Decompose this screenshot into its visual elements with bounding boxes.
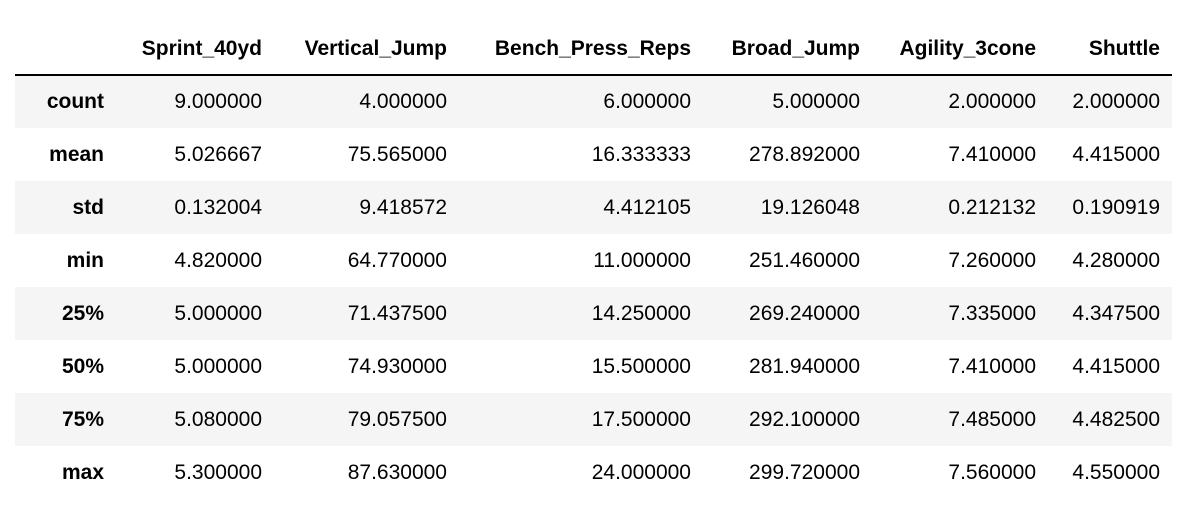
table-cell: 5.000000 — [772, 90, 860, 113]
table-cell: 7.485000 — [948, 407, 1036, 431]
table-cell: 251.460000 — [749, 248, 860, 272]
table-cell: 4.000000 — [359, 90, 447, 113]
column-header-broad-jump: Broad_Jump — [731, 36, 860, 60]
table-header: Sprint_40yd Vertical_Jump Bench_Press_Re… — [15, 23, 1172, 75]
row-label: 25% — [61, 301, 104, 325]
table-cell: 4.550000 — [1072, 460, 1160, 484]
table-body: count 9.000000 4.000000 6.000000 5.00000… — [15, 75, 1172, 499]
table-cell: 7.260000 — [948, 248, 1036, 272]
table-cell: 7.335000 — [948, 301, 1036, 325]
table-cell: 292.100000 — [749, 407, 860, 431]
table-row-75-percent: 75% 5.080000 79.057500 17.500000 292.100… — [15, 393, 1172, 446]
table-cell: 4.412105 — [603, 195, 691, 219]
table-cell: 4.820000 — [174, 248, 262, 272]
table-cell: 19.126048 — [760, 195, 860, 219]
table-cell: 0.190919 — [1072, 195, 1160, 219]
table-row-max: max 5.300000 87.630000 24.000000 299.720… — [15, 446, 1172, 499]
column-header-vertical-jump: Vertical_Jump — [304, 36, 447, 60]
table-cell: 278.892000 — [749, 142, 860, 166]
table-cell: 75.565000 — [347, 142, 447, 166]
table-cell: 87.630000 — [347, 460, 447, 484]
table-row-min: min 4.820000 64.770000 11.000000 251.460… — [15, 234, 1172, 287]
table-cell: 5.080000 — [174, 407, 262, 431]
table-cell: 4.415000 — [1072, 354, 1160, 378]
column-header-agility-3cone: Agility_3cone — [899, 36, 1036, 60]
header-row: Sprint_40yd Vertical_Jump Bench_Press_Re… — [15, 23, 1172, 75]
table-cell: 11.000000 — [593, 248, 691, 272]
table-cell: 5.026667 — [174, 142, 262, 166]
row-label: std — [72, 195, 105, 219]
dataframe-table: Sprint_40yd Vertical_Jump Bench_Press_Re… — [15, 23, 1172, 499]
table-cell: 2.000000 — [948, 90, 1036, 113]
row-label: 50% — [61, 354, 104, 378]
table-cell: 299.720000 — [749, 460, 860, 484]
column-header-bench-press-reps: Bench_Press_Reps — [494, 36, 691, 60]
column-header-sprint-40yd: Sprint_40yd — [141, 36, 262, 60]
describe-output: Sprint_40yd Vertical_Jump Bench_Press_Re… — [15, 23, 1172, 499]
row-label: max — [61, 460, 104, 484]
table-cell: 0.212132 — [948, 195, 1036, 219]
table-cell: 17.500000 — [591, 407, 691, 431]
table-cell: 7.410000 — [948, 354, 1036, 378]
table-cell: 16.333333 — [591, 142, 691, 166]
column-header-shuttle: Shuttle — [1088, 36, 1160, 60]
table-cell: 74.930000 — [347, 354, 447, 378]
table-cell: 64.770000 — [347, 248, 447, 272]
table-cell: 2.000000 — [1072, 90, 1160, 113]
table-cell: 4.280000 — [1072, 248, 1160, 272]
table-cell: 15.500000 — [591, 354, 691, 378]
table-cell: 5.300000 — [174, 460, 262, 484]
table-row-50-percent: 50% 5.000000 74.930000 15.500000 281.940… — [15, 340, 1172, 393]
table-cell: 281.940000 — [749, 354, 860, 378]
table-cell: 0.132004 — [174, 195, 262, 219]
row-label: count — [46, 90, 104, 113]
row-label: mean — [49, 142, 104, 166]
table-cell: 4.482500 — [1072, 407, 1160, 431]
row-label: min — [66, 248, 104, 272]
table-row-std: std 0.132004 9.418572 4.412105 19.126048… — [15, 181, 1172, 234]
table-cell: 269.240000 — [749, 301, 860, 325]
table-cell: 7.410000 — [948, 142, 1036, 166]
table-cell: 71.437500 — [347, 301, 447, 325]
table-cell: 79.057500 — [347, 407, 447, 431]
table-cell: 24.000000 — [591, 460, 691, 484]
table-cell: 4.415000 — [1072, 142, 1160, 166]
table-cell: 9.000000 — [174, 90, 262, 113]
table-cell: 4.347500 — [1072, 301, 1160, 325]
table-row-25-percent: 25% 5.000000 71.437500 14.250000 269.240… — [15, 287, 1172, 340]
table-cell: 7.560000 — [948, 460, 1036, 484]
table-row-count: count 9.000000 4.000000 6.000000 5.00000… — [15, 75, 1172, 128]
table-cell: 5.000000 — [174, 354, 262, 378]
table-cell: 9.418572 — [359, 195, 447, 219]
index-header — [15, 23, 116, 75]
row-label: 75% — [61, 407, 104, 431]
table-cell: 5.000000 — [174, 301, 262, 325]
table-row-mean: mean 5.026667 75.565000 16.333333 278.89… — [15, 128, 1172, 181]
table-cell: 6.000000 — [603, 90, 691, 113]
table-cell: 14.250000 — [591, 301, 691, 325]
